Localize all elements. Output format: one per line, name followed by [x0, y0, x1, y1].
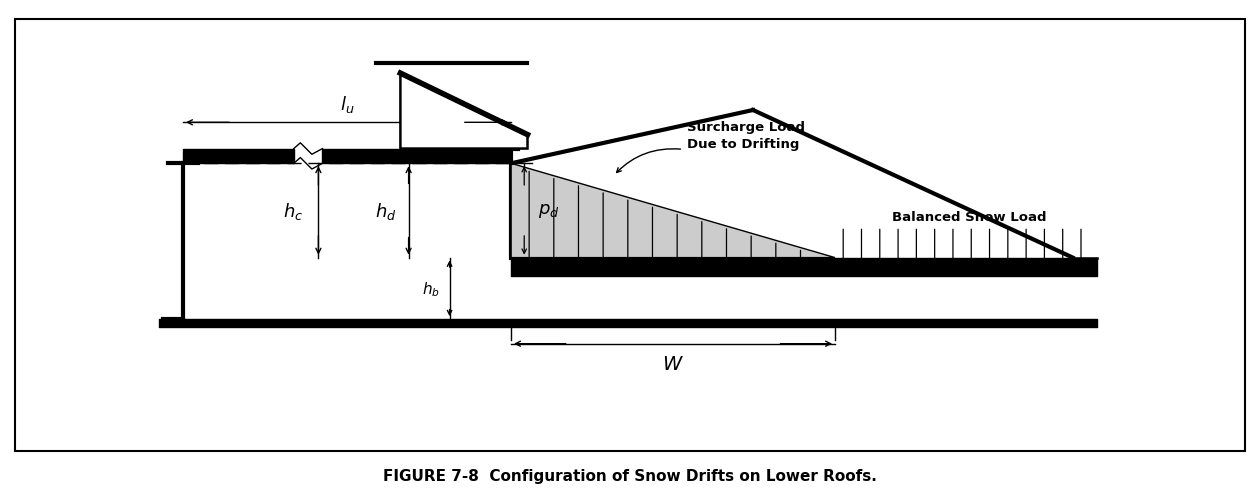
Polygon shape [512, 164, 835, 258]
Text: Surcharge Load
Due to Drifting: Surcharge Load Due to Drifting [688, 120, 805, 150]
Text: Balanced Snow Load: Balanced Snow Load [892, 211, 1047, 223]
Text: $W$: $W$ [662, 354, 684, 373]
Text: $l_u$: $l_u$ [340, 94, 354, 115]
Text: FIGURE 7-8  Configuration of Snow Drifts on Lower Roofs.: FIGURE 7-8 Configuration of Snow Drifts … [383, 468, 877, 483]
Polygon shape [401, 74, 528, 149]
Text: $h_c$: $h_c$ [284, 200, 304, 221]
Text: $p_d$: $p_d$ [538, 202, 559, 220]
Text: $h_d$: $h_d$ [374, 200, 397, 221]
Text: $h_b$: $h_b$ [422, 280, 440, 298]
